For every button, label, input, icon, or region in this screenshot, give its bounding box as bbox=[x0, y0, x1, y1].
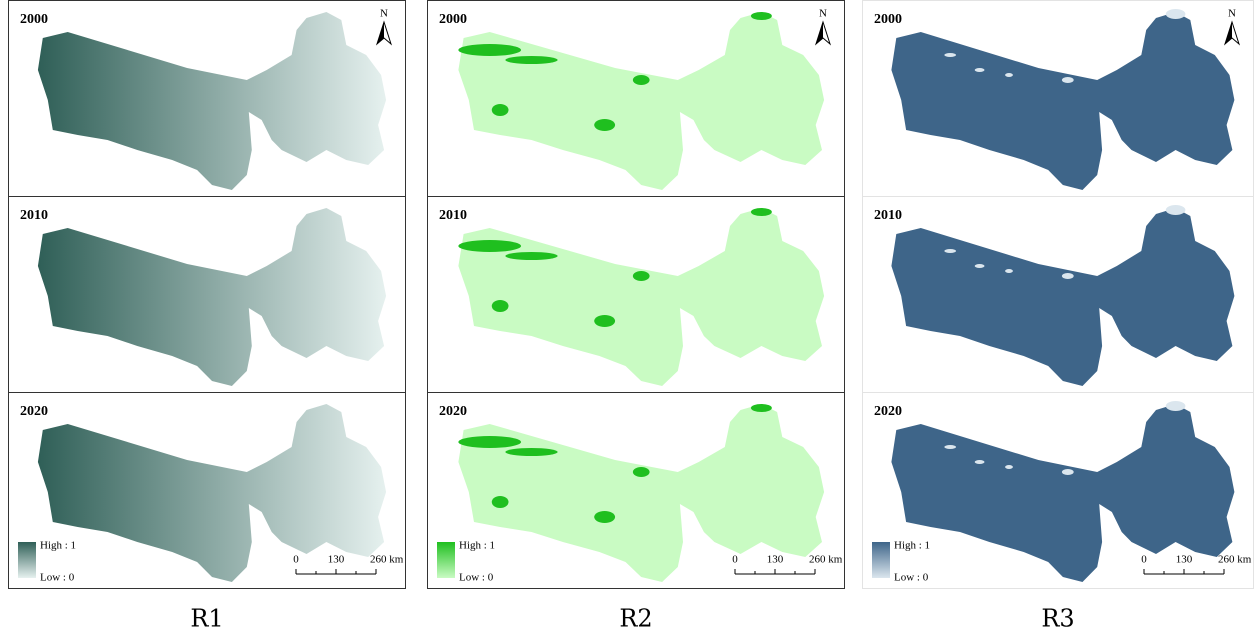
map-patch bbox=[1005, 73, 1013, 77]
map-patch bbox=[505, 448, 558, 456]
panel-frame bbox=[427, 392, 845, 589]
region-map bbox=[37, 208, 387, 386]
legend-low: Low : 0 bbox=[894, 572, 929, 584]
north-arrow-half bbox=[377, 22, 384, 44]
north-arrow-half bbox=[1225, 22, 1232, 44]
map-patch bbox=[1005, 465, 1013, 469]
map-patch bbox=[491, 300, 509, 312]
legend-ramp bbox=[437, 542, 455, 578]
map-patch bbox=[458, 240, 522, 252]
legend-high: High : 1 bbox=[459, 540, 495, 552]
map-patch bbox=[974, 264, 985, 268]
scale-label: 260 km bbox=[1218, 554, 1252, 566]
map-patch bbox=[1061, 273, 1074, 279]
map-patch bbox=[944, 445, 957, 449]
legend-high: High : 1 bbox=[894, 540, 930, 552]
map-patch bbox=[750, 12, 772, 20]
map-patch bbox=[491, 496, 509, 508]
year-label: 2020 bbox=[20, 404, 48, 419]
region-map bbox=[891, 12, 1235, 190]
north-label: N bbox=[380, 8, 388, 20]
map-patch bbox=[458, 44, 522, 56]
map-patch bbox=[750, 208, 772, 216]
region-map bbox=[458, 404, 825, 582]
year-label: 2010 bbox=[439, 208, 467, 223]
column-label: R3 bbox=[1041, 605, 1074, 633]
north-label: N bbox=[1228, 8, 1236, 20]
year-label: 2010 bbox=[874, 208, 902, 223]
region-map bbox=[458, 208, 825, 386]
region-map bbox=[37, 404, 387, 582]
map-patch bbox=[1061, 77, 1074, 83]
year-label: 2000 bbox=[439, 12, 467, 27]
map-patch bbox=[974, 460, 985, 464]
column-label: R1 bbox=[190, 605, 223, 633]
map-patch bbox=[632, 271, 650, 281]
scale-label: 130 bbox=[767, 554, 784, 566]
map-patch bbox=[944, 249, 957, 253]
map-patch bbox=[458, 436, 522, 448]
scale-label: 0 bbox=[293, 554, 299, 566]
column-label: R2 bbox=[619, 605, 652, 633]
legend-low: Low : 0 bbox=[40, 572, 75, 584]
map-patch bbox=[594, 119, 616, 131]
map-patch bbox=[1061, 469, 1074, 475]
scale-label: 0 bbox=[1141, 554, 1147, 566]
year-label: 2000 bbox=[874, 12, 902, 27]
map-patch bbox=[505, 56, 558, 64]
map-patch bbox=[594, 511, 616, 523]
year-label: 2020 bbox=[439, 404, 467, 419]
map-patch bbox=[632, 75, 650, 85]
map-patch bbox=[750, 404, 772, 412]
legend-ramp bbox=[872, 542, 890, 578]
legend-low: Low : 0 bbox=[459, 572, 494, 584]
map-patch bbox=[1005, 269, 1013, 273]
scale-label: 130 bbox=[328, 554, 345, 566]
region-map bbox=[37, 12, 387, 190]
region-map bbox=[458, 12, 825, 190]
legend-high: High : 1 bbox=[40, 540, 76, 552]
panel-frame bbox=[8, 392, 406, 589]
map-patch bbox=[491, 104, 509, 116]
map-patch bbox=[505, 252, 558, 260]
map-patch bbox=[1165, 401, 1186, 411]
north-arrow-half bbox=[816, 22, 823, 44]
year-label: 2000 bbox=[20, 12, 48, 27]
year-label: 2010 bbox=[20, 208, 48, 223]
map-patch bbox=[944, 53, 957, 57]
map-patch bbox=[594, 315, 616, 327]
legend-ramp bbox=[18, 542, 36, 578]
year-label: 2020 bbox=[874, 404, 902, 419]
scale-label: 260 km bbox=[370, 554, 404, 566]
map-patch bbox=[1165, 205, 1186, 215]
map-patch bbox=[974, 68, 985, 72]
region-map bbox=[891, 404, 1235, 582]
map-patch bbox=[1165, 9, 1186, 19]
scale-label: 260 km bbox=[809, 554, 843, 566]
scale-label: 130 bbox=[1176, 554, 1193, 566]
north-label: N bbox=[819, 8, 827, 20]
region-map bbox=[891, 208, 1235, 386]
scale-label: 0 bbox=[732, 554, 738, 566]
map-patch bbox=[632, 467, 650, 477]
